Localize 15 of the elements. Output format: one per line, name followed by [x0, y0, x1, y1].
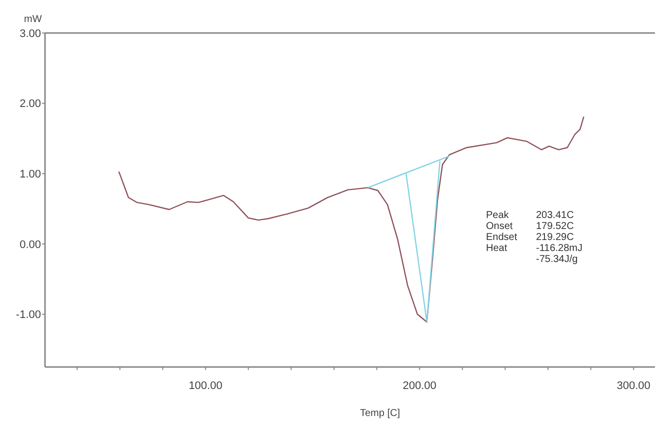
annotation: -75.34J/g: [536, 254, 578, 265]
text: Onset 179.52C: [486, 221, 574, 232]
y-tick-label: 0.00: [20, 238, 41, 251]
y-tick-label: 2.00: [20, 98, 41, 110]
y-tick-label: 3.00: [20, 28, 41, 40]
x-tick-label: 200.00: [402, 380, 436, 392]
text: Heat -116.28mJ: [486, 243, 583, 254]
y-tick-label: -1.00: [16, 309, 41, 322]
x-tick-label: 100.00: [188, 380, 222, 392]
y-tick-label: 1.00: [20, 168, 41, 180]
x-tick-label: 300.00: [616, 380, 650, 392]
text: Endset 219.29C: [486, 232, 574, 243]
x-axis-title: Temp [C]: [360, 408, 400, 419]
text: Peak 203.41C: [486, 210, 574, 221]
y-axis-title: mW: [24, 14, 42, 25]
